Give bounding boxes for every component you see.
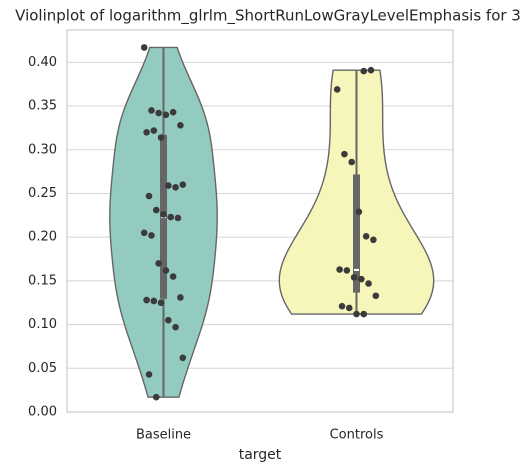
point [143, 128, 150, 136]
axes-frame [66, 29, 454, 413]
y-tick-label: 0.05 [28, 361, 57, 376]
point [155, 109, 162, 117]
point [172, 184, 179, 191]
point [358, 275, 365, 283]
point [162, 267, 170, 274]
y-tick-label: 0.25 [28, 186, 57, 201]
point [355, 208, 363, 216]
y-tick-label: 0.30 [28, 142, 57, 157]
point [353, 310, 360, 318]
y-tick-label: 0.10 [28, 317, 57, 332]
point [343, 267, 351, 274]
y-tick-label: 0.35 [28, 99, 57, 114]
point [341, 150, 348, 158]
chart-title: Violinplot of logarithm_glrlm_ShortRunLo… [15, 7, 521, 26]
point [157, 134, 165, 141]
point [179, 181, 187, 189]
point [179, 354, 187, 362]
point [167, 213, 175, 221]
x-tick-label: Controls [330, 428, 384, 443]
point [177, 294, 184, 301]
point [140, 229, 148, 237]
point [150, 127, 158, 134]
point [169, 273, 177, 280]
point [148, 232, 155, 239]
point [148, 107, 155, 114]
y-tick-label: 0.20 [28, 230, 57, 245]
x-tick-label: Baseline [136, 428, 191, 443]
y-tick-label: 0.40 [28, 55, 57, 70]
x-axis-label: target [239, 447, 282, 463]
point [162, 111, 170, 119]
point [160, 211, 167, 218]
point [365, 280, 372, 287]
point [172, 323, 179, 331]
point [177, 121, 184, 129]
point [143, 296, 150, 304]
point [370, 236, 377, 244]
point [165, 316, 172, 324]
point [362, 232, 370, 240]
point [145, 371, 153, 378]
point [360, 310, 368, 318]
point [360, 67, 368, 75]
point [367, 66, 375, 74]
point [169, 108, 177, 116]
y-tick-label: 0.15 [28, 273, 57, 288]
point [350, 274, 358, 281]
y-tick-label: 0.00 [28, 405, 57, 420]
point [140, 44, 148, 51]
point [150, 297, 158, 305]
point [333, 86, 341, 93]
point [345, 304, 353, 312]
point [338, 302, 346, 310]
point [152, 206, 160, 214]
point [152, 393, 160, 401]
point [165, 182, 172, 189]
point [155, 260, 162, 267]
point [145, 192, 153, 200]
point [372, 292, 380, 300]
point [348, 158, 355, 166]
point [174, 214, 182, 222]
point [157, 299, 165, 307]
point [336, 266, 343, 273]
